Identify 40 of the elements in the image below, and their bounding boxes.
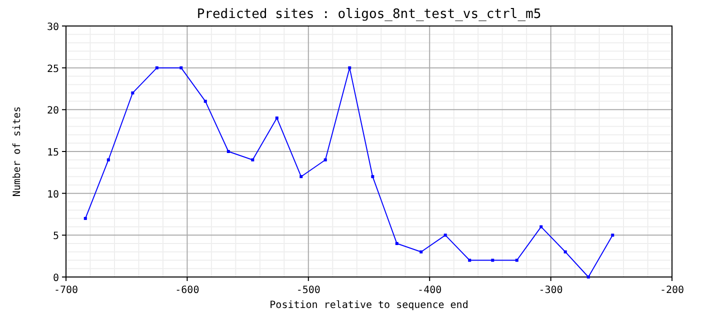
x-tick-label: -600 xyxy=(175,285,200,296)
point xyxy=(564,250,567,254)
point xyxy=(468,258,472,262)
point xyxy=(444,234,447,237)
y-tick-label: 5 xyxy=(52,231,59,242)
point xyxy=(420,250,423,254)
point xyxy=(540,225,543,228)
x-tick-label: -300 xyxy=(538,285,563,296)
y-tick-label: 15 xyxy=(46,148,59,158)
y-tick-label: 30 xyxy=(46,22,59,33)
point xyxy=(204,100,207,103)
point xyxy=(491,258,494,262)
point xyxy=(395,242,398,246)
y-tick-label: 0 xyxy=(52,273,59,284)
y-tick-label: 25 xyxy=(46,64,59,75)
point xyxy=(348,66,352,70)
y-tick-label: 20 xyxy=(46,106,59,117)
x-axis-title: Position relative to sequence end xyxy=(270,300,468,311)
x-tick-label: -200 xyxy=(660,285,684,296)
x-tick-label: -700 xyxy=(54,285,78,296)
point xyxy=(226,150,230,153)
x-tick-label: -400 xyxy=(418,285,442,296)
point xyxy=(324,158,327,162)
line-series xyxy=(84,66,614,278)
y-tick-label: 10 xyxy=(46,189,59,200)
point xyxy=(586,276,590,278)
x-tick-label: -500 xyxy=(296,285,320,296)
point xyxy=(84,216,87,220)
point xyxy=(611,234,614,237)
point xyxy=(515,258,518,262)
point xyxy=(131,91,134,94)
y-axis-title: Number of sites xyxy=(12,106,23,197)
point xyxy=(300,175,303,178)
point xyxy=(371,175,374,178)
chart-title: Predicted sites : oligos_8nt_test_vs_ctrl_m5 xyxy=(196,7,542,22)
point xyxy=(180,66,183,70)
point xyxy=(155,66,158,70)
point xyxy=(275,116,278,120)
point xyxy=(106,158,110,162)
point xyxy=(251,158,254,162)
